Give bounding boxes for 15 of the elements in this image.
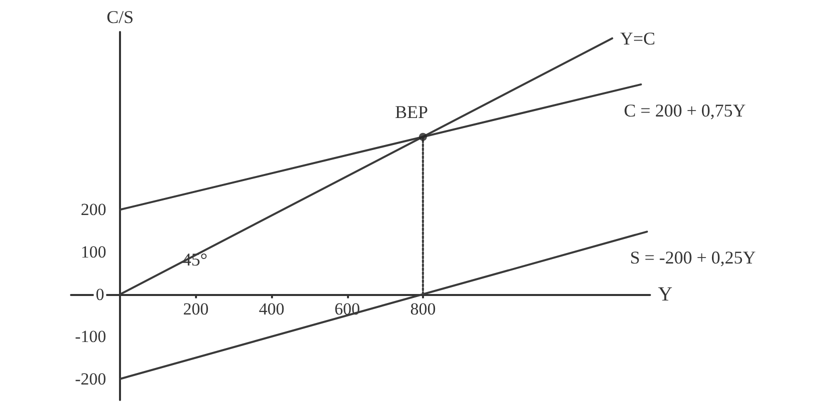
y-axis-title: C/S xyxy=(106,7,134,27)
y-tick-label: 0 xyxy=(96,284,104,304)
annotation: BEP xyxy=(394,102,428,122)
x-tick-label: 200 xyxy=(183,299,209,318)
y-tick-label: 200 xyxy=(80,200,106,220)
series-label: S = -200 + 0,25Y xyxy=(630,248,756,268)
y-tick-label: 100 xyxy=(80,242,106,262)
series-label: Y=C xyxy=(620,28,656,48)
x-tick-label: 400 xyxy=(258,299,284,318)
x-tick-label: 800 xyxy=(410,299,436,318)
y-tick-label: -200 xyxy=(75,369,106,388)
y-tick-label: -100 xyxy=(75,327,106,346)
series-label: C = 200 + 0,75Y xyxy=(624,100,746,120)
x-tick-label: 600 xyxy=(334,299,360,318)
x-axis-title: Y xyxy=(658,283,672,306)
